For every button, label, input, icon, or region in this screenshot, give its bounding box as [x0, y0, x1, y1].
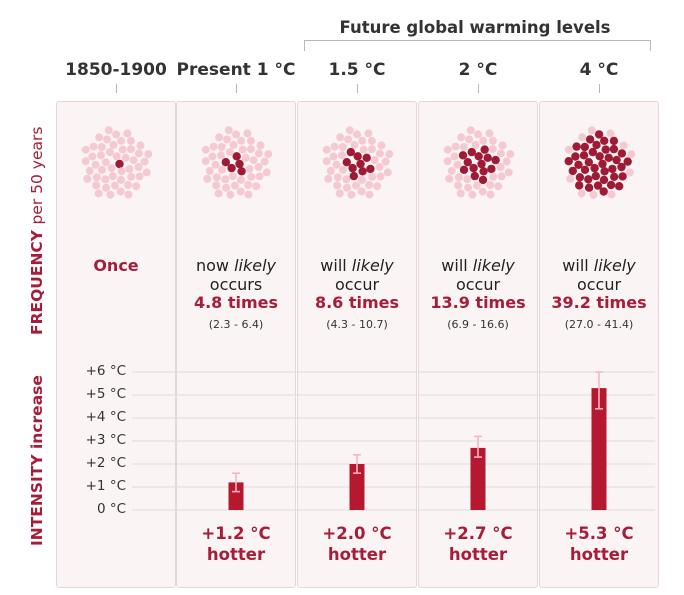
- y-tick-label: +1 °C: [85, 478, 126, 494]
- frequency-phrase-line: will likely: [441, 256, 515, 275]
- column-panel: [539, 101, 659, 588]
- column-panel: [297, 101, 417, 588]
- frequency-value: 8.6 times: [314, 293, 400, 312]
- frequency-phrase-line: occurs: [209, 275, 263, 294]
- y-tick-label: +4 °C: [85, 409, 126, 425]
- y-tick-label: +6 °C: [85, 363, 126, 379]
- frequency-axis-label: FREQUENCY per 50 years: [28, 127, 46, 335]
- header-tick: [599, 84, 600, 93]
- y-tick-label: +3 °C: [85, 432, 126, 448]
- frequency-axis-label-light: per 50 years: [28, 126, 46, 225]
- column-panel: [176, 101, 296, 588]
- frequency-phrase-line: occur: [334, 275, 380, 294]
- frequency-value: 13.9 times: [430, 293, 526, 312]
- hotter-value: +5.3 °C: [564, 524, 634, 543]
- hotter-value: +2.0 °C: [322, 524, 392, 543]
- future-warming-title: Future global warming levels: [339, 18, 611, 37]
- frequency-value: 4.8 times: [193, 293, 279, 312]
- y-tick-label: +5 °C: [85, 386, 126, 402]
- frequency-phrase: will likely occur: [538, 256, 660, 294]
- frequency-phrase: will likely occur: [417, 256, 539, 294]
- frequency-range: (27.0 - 41.4): [564, 318, 634, 331]
- intensity-axis-label: INTENSITY increase: [28, 375, 46, 546]
- frequency-phrase-line: now likely: [195, 256, 277, 275]
- hotter-label: hotter: [448, 545, 508, 564]
- frequency-phrase-line: will likely: [562, 256, 636, 275]
- column-header: Present 1 °C: [176, 60, 296, 80]
- column-header: 1850-1900: [65, 60, 167, 80]
- frequency-range: (4.3 - 10.7): [326, 318, 388, 331]
- y-tick-label: +2 °C: [85, 455, 126, 471]
- hotter-value: +2.7 °C: [443, 524, 513, 543]
- header-tick: [357, 84, 358, 93]
- frequency-value: 39.2 times: [551, 293, 647, 312]
- future-bracket: [304, 40, 651, 51]
- header-tick: [116, 84, 117, 93]
- header-tick: [478, 84, 479, 93]
- column-header: 4 °C: [579, 60, 619, 80]
- frequency-range: (6.9 - 16.6): [447, 318, 509, 331]
- frequency-axis-label-bold: FREQUENCY: [28, 229, 46, 335]
- y-tick-label: 0 °C: [96, 501, 126, 517]
- hotter-label: hotter: [206, 545, 266, 564]
- frequency-phrase-line: will likely: [320, 256, 394, 275]
- column-panel: [418, 101, 538, 588]
- column-header: 1.5 °C: [328, 60, 386, 80]
- frequency-phrase: will likely occur: [296, 256, 418, 294]
- frequency-range: (2.3 - 6.4): [208, 318, 264, 331]
- frequency-phrase-line: occur: [455, 275, 501, 294]
- frequency-phrase-line: occur: [576, 275, 622, 294]
- hotter-label: hotter: [327, 545, 387, 564]
- frequency-value: Once: [93, 256, 139, 275]
- column-header: 2 °C: [458, 60, 498, 80]
- hotter-value: +1.2 °C: [201, 524, 271, 543]
- frequency-phrase: now likely occurs: [175, 256, 297, 294]
- header-tick: [236, 84, 237, 93]
- hotter-label: hotter: [569, 545, 629, 564]
